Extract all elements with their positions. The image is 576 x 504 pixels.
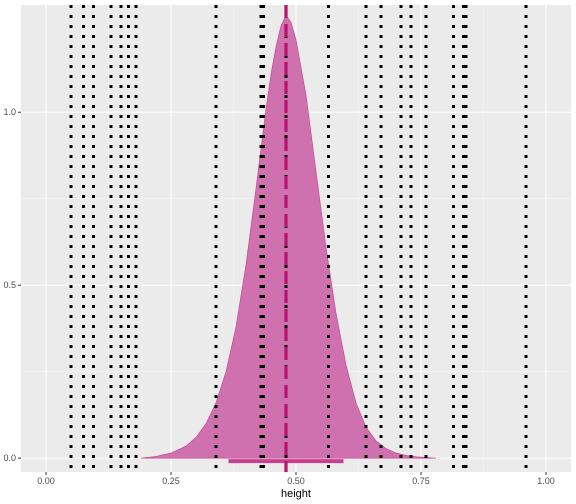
x-tick-label: 0.25	[162, 476, 180, 486]
y-tick-label: 0.5	[3, 280, 16, 290]
x-tick-label: 0.00	[37, 476, 55, 486]
x-tick-label: 1.00	[537, 476, 555, 486]
y-tick-label: 0.0	[3, 453, 16, 463]
axis-ticks: 0.00 0.25 0.50 0.75 1.00 0.0 0.5 1.0	[3, 107, 554, 486]
x-axis-title: height	[281, 488, 311, 500]
x-tick-label: 0.75	[412, 476, 430, 486]
y-tick-label: 1.0	[3, 107, 16, 117]
x-tick-label: 0.50	[287, 476, 305, 486]
density-area	[140, 14, 437, 459]
